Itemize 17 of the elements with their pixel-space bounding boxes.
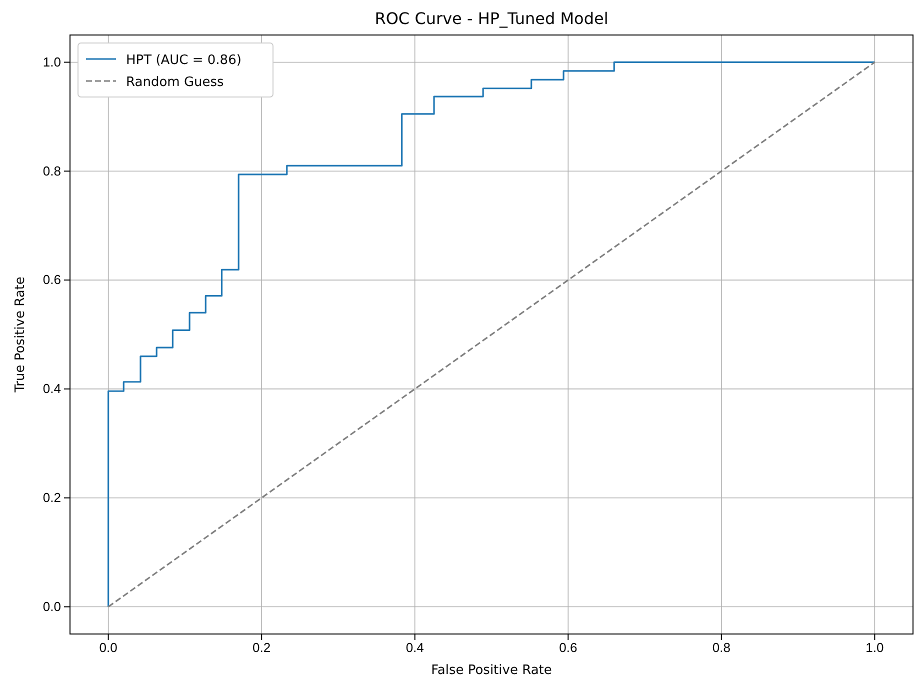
x-axis-title: False Positive Rate [431, 663, 552, 678]
x-tick-label: 0.4 [406, 640, 424, 656]
y-tick-label: 1.0 [42, 54, 61, 70]
y-axis-title: True Positive Rate [13, 276, 28, 394]
chart-title: ROC Curve - HP_Tuned Model [374, 9, 608, 28]
x-tick-label: 0.0 [99, 640, 118, 656]
y-tick-label: 0.6 [42, 272, 61, 288]
legend-label: HPT (AUC = 0.86) [126, 53, 242, 68]
y-tick-label: 0.2 [42, 490, 61, 506]
y-tick-label: 0.4 [42, 381, 61, 396]
x-tick-label: 0.2 [252, 640, 271, 656]
x-tick-label: 1.0 [866, 640, 884, 656]
y-tick-label: 0.0 [42, 598, 61, 614]
x-tick-label: 0.8 [712, 640, 730, 656]
legend-label: Random Guess [126, 75, 224, 90]
y-tick-label: 0.8 [42, 163, 61, 178]
x-tick-label: 0.6 [559, 640, 578, 656]
